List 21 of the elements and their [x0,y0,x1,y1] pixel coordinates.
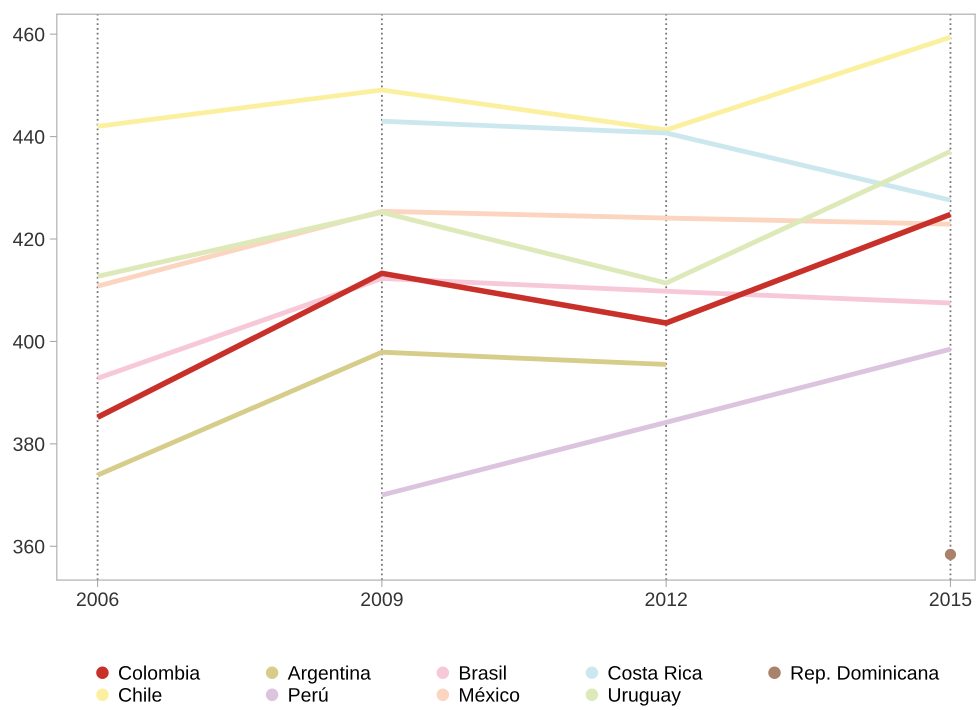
legend-label: Chile [119,687,162,702]
legend-label: Rep. Dominicana [792,665,940,684]
line-series [95,34,953,132]
legend-label: Argentina [288,665,371,684]
x-tick-label: 2006 [76,592,118,606]
legend-label: Perú [289,687,328,702]
y-tick-label: 420 [13,232,44,246]
legend-label: Colombia [119,665,200,680]
line-series [95,149,953,286]
y-tick-label: 440 [13,130,44,144]
y-tick-label: 400 [13,334,44,349]
x-tick-label: 2015 [930,592,972,606]
y-tick-label: 380 [13,437,44,452]
y-tick-label: 460 [13,28,44,42]
x-tick-label: 2009 [361,592,403,606]
legend-label: Costa Rica [608,665,703,680]
legend-label: Brasil [460,665,506,680]
legend-label: México [460,687,520,702]
y-tick-label: 360 [13,540,44,554]
legend-label: Uruguay [608,688,681,706]
x-tick-label: 2012 [646,592,687,606]
